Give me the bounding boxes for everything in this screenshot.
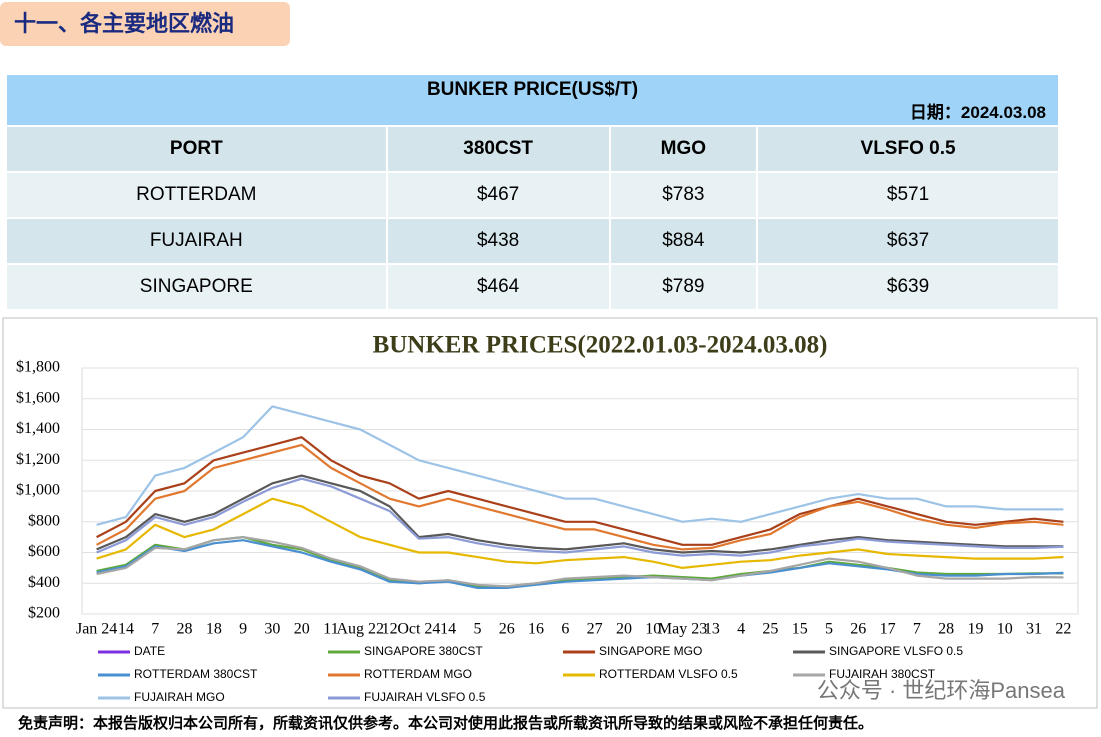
legend-label: SINGAPORE MGO	[599, 644, 702, 658]
series-line	[96, 474, 1064, 554]
cell: $637	[756, 217, 1060, 265]
x-tick-label: 27	[587, 621, 603, 638]
y-tick-label: $600	[28, 543, 60, 560]
cell: $789	[608, 263, 759, 311]
x-tick-label: 7	[913, 621, 921, 638]
legend-label: ROTTERDAM VLSFO 0.5	[599, 667, 738, 681]
cell: $438	[385, 217, 611, 265]
legend-label: ROTTERDAM 380CST	[134, 667, 258, 681]
series-line	[96, 436, 1064, 546]
y-tick-label: $400	[28, 574, 60, 591]
cell: $639	[756, 263, 1060, 311]
x-tick-label: 10	[997, 621, 1013, 638]
x-tick-label: 25	[762, 621, 778, 638]
y-tick-label: $800	[28, 512, 60, 529]
cell: $571	[756, 171, 1060, 219]
x-tick-label: 5	[825, 621, 833, 638]
series-line	[96, 477, 1064, 557]
x-tick-label: Jan 24	[76, 621, 117, 638]
legend-label: SINGAPORE VLSFO 0.5	[829, 644, 963, 658]
x-tick-label: Oct 24	[397, 621, 440, 638]
y-tick-label: $1,000	[16, 482, 60, 499]
price-table: BUNKER PRICE(US$/T) 日期：2024.03.08 PORT 380…	[5, 73, 1060, 311]
x-tick-label: 30	[264, 621, 280, 638]
x-tick-label: 14	[440, 621, 456, 638]
cell: $464	[385, 263, 611, 311]
col-header: 380CST	[385, 125, 611, 173]
x-tick-label: Aug 22	[337, 621, 385, 638]
legend-label: FUJAIRAH MGO	[134, 690, 225, 704]
y-tick-label: $200	[28, 605, 60, 622]
x-tick-label: 18	[206, 621, 222, 638]
plot-area	[81, 367, 1079, 615]
series-line	[96, 539, 1064, 589]
legend-label: DATE	[134, 644, 165, 658]
y-tick-label: $1,800	[16, 359, 60, 376]
x-tick-label: 10	[645, 621, 661, 638]
watermark: 公众号 · 世纪环海Pansea	[817, 678, 1066, 703]
x-tick-label: 11	[323, 621, 338, 638]
x-tick-label: 31	[1026, 621, 1042, 638]
cell: $783	[608, 171, 759, 219]
x-tick-label: 17	[880, 621, 896, 638]
x-tick-label: 16	[528, 621, 544, 638]
x-tick-label: 14	[118, 621, 134, 638]
x-tick-label: 19	[967, 621, 983, 638]
series-line	[96, 536, 1064, 588]
x-tick-label: 28	[177, 621, 193, 638]
legend-label: SINGAPORE 380CST	[364, 644, 483, 658]
y-tick-label: $1,600	[16, 389, 60, 406]
x-tick-label: 26	[499, 621, 515, 638]
legend-label: FUJAIRAH VLSFO 0.5	[364, 690, 486, 704]
y-tick-label: $1,200	[16, 451, 60, 468]
series-line	[96, 443, 1064, 551]
footer: 免责声明：本报告版权归本公司所有，所载资讯仅供参考。本公司对使用此报告或所载资讯…	[18, 715, 874, 732]
cell: FUJAIRAH	[5, 217, 388, 265]
x-tick-label: 22	[1055, 621, 1071, 638]
x-tick-label: 6	[561, 621, 569, 638]
x-tick-label: 20	[616, 621, 632, 638]
chart-title: BUNKER PRICES(2022.01.03-2024.03.08)	[373, 332, 828, 359]
x-tick-label: 20	[294, 621, 310, 638]
cell: ROTTERDAM	[5, 171, 388, 219]
x-tick-label: 15	[792, 621, 808, 638]
series-line	[96, 536, 1064, 588]
cell: $884	[608, 217, 759, 265]
col-header: MGO	[608, 125, 759, 173]
x-tick-label: 5	[473, 621, 481, 638]
x-tick-label: 13	[704, 621, 720, 638]
x-tick-label: 12	[382, 621, 398, 638]
series-line	[96, 405, 1064, 526]
y-tick-label: $1,400	[16, 420, 60, 437]
x-tick-label: 9	[239, 621, 247, 638]
x-tick-label: 28	[938, 621, 954, 638]
x-tick-label: 26	[850, 621, 866, 638]
x-tick-label: May 23	[658, 621, 707, 638]
legend-label: FUJAIRAH 380CST	[829, 667, 936, 681]
chart-frame	[2, 317, 1098, 709]
col-header: PORT	[5, 125, 388, 173]
x-tick-label: 7	[151, 621, 159, 638]
col-header: VLSFO 0.5	[756, 125, 1060, 173]
section-title: 十一、各主要地区燃油	[0, 2, 290, 46]
series-line	[96, 497, 1064, 569]
x-tick-label: 4	[737, 621, 745, 638]
cell: $467	[385, 171, 611, 219]
table-date: 日期：2024.03.08	[909, 103, 1046, 122]
cell: SINGAPORE	[5, 263, 388, 311]
table-title-cell: BUNKER PRICE(US$/T) 日期：2024.03.08	[5, 73, 1060, 127]
legend-label: ROTTERDAM MGO	[364, 667, 472, 681]
table-title: BUNKER PRICE(US$/T)	[426, 79, 639, 100]
